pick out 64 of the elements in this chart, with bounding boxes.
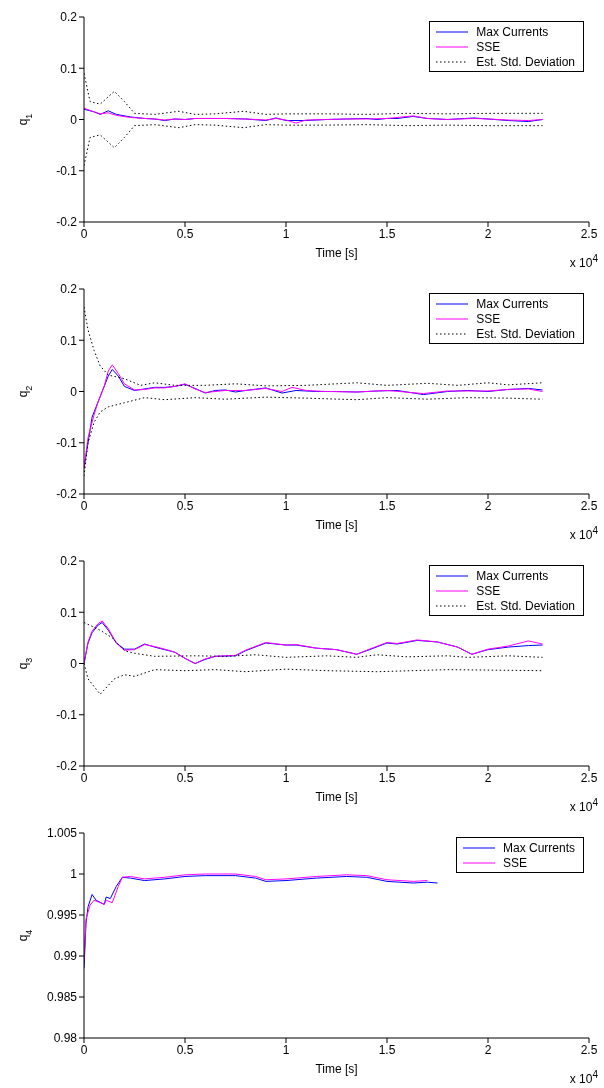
x-tick-label: 1 [282,770,290,785]
x-tick-label: 2.5 [580,226,598,241]
y-tick-label: 0 [70,656,78,671]
x-axis-title: Time [s] [315,518,358,532]
legend-label: Est. Std. Deviation [476,54,575,69]
y-tick-label: 1 [70,867,78,882]
y-tick-label: 0.2 [60,554,78,569]
legend-label: Max Currents [476,296,549,311]
x-tick-label: 0.5 [176,498,194,513]
legend-label: SSE [476,583,501,598]
legend-label: SSE [476,311,501,326]
x-tick-label: 2.5 [580,770,598,785]
x-tick-label: 2 [484,770,492,785]
x-tick-label: 1 [282,1042,290,1057]
y-tick-label: 0.2 [60,282,78,297]
text: x 10$^{4}$ [569,797,598,814]
x-tick-label: 1 [282,226,290,241]
x-axis-title: Time [s] [315,246,358,260]
x-tick-label: 0 [80,226,88,241]
legend-label: Max Currents [476,24,549,39]
x-tick-label: 1 [282,498,290,513]
y-tick-label: 0.985 [46,990,78,1005]
legend-label: SSE [476,39,501,54]
y-tick-label: 0.1 [60,61,78,76]
y-tick-label: -0.2 [56,759,78,774]
text: x 10$^{4}$ [569,253,598,270]
text: x 10$^{4}$ [569,525,598,542]
y-tick-label: 0.995 [46,908,78,923]
y-tick-label: 0.98 [53,1031,78,1046]
y-tick-label: 1.005 [46,826,78,841]
x-tick-label: 2 [484,226,492,241]
y-tick-label: 0.99 [53,949,78,964]
x-axis-title: Time [s] [315,1062,358,1076]
y-tick-label: 0 [70,384,78,399]
y-tick-label: -0.1 [56,164,78,179]
y-tick-label: 0.2 [60,10,78,25]
y-tick-label: 0.1 [60,605,78,620]
x-tick-label: 2 [484,498,492,513]
x-tick-label: 0 [80,1042,88,1057]
x-tick-label: 1.5 [378,498,396,513]
x-tick-label: 0 [80,498,88,513]
legend-label: SSE [502,855,527,870]
x-tick-label: 0.5 [176,226,194,241]
x-tick-label: 2.5 [580,1042,598,1057]
legend-label: Est. Std. Deviation [476,598,575,613]
x-tick-label: 2.5 [580,498,598,513]
y-tick-label: -0.2 [56,487,78,502]
y-tick-label: -0.2 [56,215,78,230]
legend-label: Est. Std. Deviation [476,326,575,341]
x-tick-label: 0.5 [176,1042,194,1057]
x-tick-label: 1.5 [378,770,396,785]
x-tick-label: 2 [484,1042,492,1057]
x-tick-label: 1.5 [378,1042,396,1057]
x-axis-title: Time [s] [315,790,358,804]
x-tick-label: 0 [80,770,88,785]
x-tick-label: 0.5 [176,770,194,785]
legend-label: Max Currents [502,840,575,855]
y-tick-label: -0.1 [56,436,78,451]
x-tick-label: 1.5 [378,226,396,241]
text: x 10$^{4}$ [569,1069,598,1086]
y-tick-label: -0.1 [56,708,78,723]
legend-label: Max Currents [476,568,549,583]
y-tick-label: 0 [70,112,78,127]
y-tick-label: 0.1 [60,333,78,348]
